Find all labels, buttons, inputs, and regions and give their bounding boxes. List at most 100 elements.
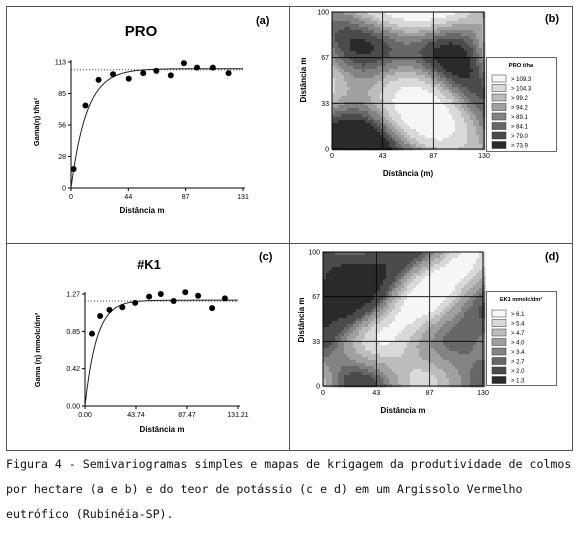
- map-cell-b: [377, 129, 381, 133]
- map-cell-d: [422, 267, 426, 271]
- map-cell-b: [335, 21, 339, 25]
- map-cell-d: [476, 333, 480, 337]
- map-cell-d: [458, 339, 462, 343]
- map-cell-d: [431, 306, 435, 310]
- map-cell-b: [452, 78, 456, 82]
- map-cell-b: [431, 18, 435, 22]
- map-cell-b: [419, 12, 423, 16]
- map-cell-d: [425, 273, 429, 277]
- map-cell-d: [440, 360, 444, 364]
- map-cell-d: [464, 366, 468, 370]
- map-cell-d: [401, 345, 405, 349]
- map-cell-b: [404, 84, 408, 88]
- map-cell-d: [356, 375, 360, 379]
- map-cell-d: [365, 366, 369, 370]
- map-cell-d: [389, 300, 393, 304]
- map-cell-d: [341, 291, 345, 295]
- map-cell-d: [419, 282, 423, 286]
- map-cell-d: [335, 291, 339, 295]
- map-cell-b: [401, 63, 405, 67]
- map-cell-b: [428, 126, 432, 130]
- map-cell-d: [476, 375, 480, 379]
- map-cell-d: [422, 348, 426, 352]
- map-cell-d: [476, 300, 480, 304]
- map-cell-d: [356, 306, 360, 310]
- map-cell-d: [446, 321, 450, 325]
- map-cell-d: [482, 252, 486, 256]
- map-cell-b: [455, 105, 459, 109]
- map-cell-b: [392, 90, 396, 94]
- map-cell-b: [416, 15, 420, 19]
- map-cell-b: [446, 84, 450, 88]
- map-cell-b: [356, 24, 360, 28]
- map-cell-b: [341, 78, 345, 82]
- map-cell-b: [344, 45, 348, 49]
- map-cell-b: [464, 132, 468, 136]
- map-cell-d: [338, 315, 342, 319]
- map-cell-b: [407, 141, 411, 145]
- map-cell-d: [422, 324, 426, 328]
- map-cell-d: [401, 264, 405, 268]
- map-cell-d: [410, 276, 414, 280]
- map-cell-b: [362, 36, 366, 40]
- map-cell-d: [404, 264, 408, 268]
- map-cell-d: [425, 339, 429, 343]
- map-cell-b: [344, 90, 348, 94]
- map-cell-d: [410, 336, 414, 340]
- map-cell-b: [410, 129, 414, 133]
- map-cell-d: [347, 303, 351, 307]
- map-cell-d: [440, 264, 444, 268]
- map-cell-b: [455, 90, 459, 94]
- map-cell-d: [365, 369, 369, 373]
- map-cell-d: [455, 258, 459, 262]
- map-cell-b: [422, 51, 426, 55]
- map-cell-d: [335, 363, 339, 367]
- map-cell-d: [380, 294, 384, 298]
- map-cell-b: [452, 69, 456, 73]
- map-cell-b: [365, 18, 369, 22]
- map-cell-d: [401, 333, 405, 337]
- map-cell-d: [362, 369, 366, 373]
- map-cell-d: [434, 321, 438, 325]
- map-cell-b: [338, 75, 342, 79]
- map-cell-d: [362, 345, 366, 349]
- map-cell-b: [476, 126, 480, 130]
- map-cell-b: [458, 21, 462, 25]
- map-cell-b: [395, 30, 399, 34]
- map-cell-d: [458, 315, 462, 319]
- map-cell-d: [467, 318, 471, 322]
- map-cell-b: [353, 33, 357, 37]
- map-cell-b: [449, 90, 453, 94]
- map-cell-d: [401, 255, 405, 259]
- map-cell-d: [347, 261, 351, 265]
- map-cell-d: [383, 378, 387, 382]
- map-cell-b: [464, 72, 468, 76]
- map-cell-d: [389, 354, 393, 358]
- map-cell-d: [431, 276, 435, 280]
- map-cell-d: [335, 327, 339, 331]
- map-cell-b: [419, 126, 423, 130]
- map-cell-b: [407, 60, 411, 64]
- map-cell-b: [332, 60, 336, 64]
- map-cell-d: [443, 342, 447, 346]
- map-cell-d: [473, 294, 477, 298]
- map-cell-b: [371, 48, 375, 52]
- map-cell-b: [455, 72, 459, 76]
- map-cell-b: [416, 12, 420, 16]
- map-cell-b: [461, 105, 465, 109]
- map-cell-d: [326, 276, 330, 280]
- map-cell-b: [377, 111, 381, 115]
- map-cell-b: [374, 42, 378, 46]
- map-cell-b: [371, 63, 375, 67]
- map-cell-b: [347, 108, 351, 112]
- map-cell-d: [347, 288, 351, 292]
- map-cell-d: [416, 378, 420, 382]
- map-cell-d: [341, 297, 345, 301]
- map-cell-b: [374, 78, 378, 82]
- map-cell-b: [362, 48, 366, 52]
- map-cell-d: [368, 351, 372, 355]
- map-cell-b: [413, 111, 417, 115]
- map-cell-d: [455, 321, 459, 325]
- map-y-tick-label-b: 33: [321, 101, 329, 108]
- map-cell-b: [425, 51, 429, 55]
